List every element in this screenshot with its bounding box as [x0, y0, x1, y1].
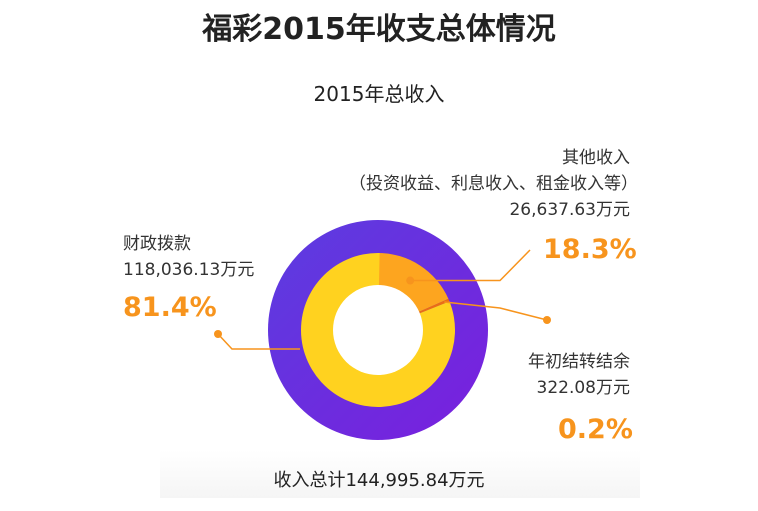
- donut-hole: [333, 285, 423, 375]
- fiscal-allocation-percent: 81.4%: [123, 292, 217, 323]
- leader-dot-carryover: [543, 316, 551, 324]
- other-income-detail: （投资收益、利息收入、租金收入等）: [349, 174, 638, 194]
- page-title: 福彩2015年收支总体情况: [202, 12, 556, 47]
- carryover-value: 322.08万元: [536, 378, 630, 398]
- total-panel: [160, 450, 640, 498]
- other-income-name: 其他收入: [562, 148, 630, 168]
- other-income-value: 26,637.63万元: [509, 200, 630, 220]
- fiscal-allocation-value: 118,036.13万元: [123, 260, 255, 280]
- leader-dot-other-income: [406, 276, 415, 285]
- other-income-percent: 18.3%: [543, 234, 637, 265]
- leader-lines: [214, 249, 551, 350]
- leader-dot-fiscal-allocation: [214, 330, 222, 338]
- leader-carryover: [444, 301, 548, 321]
- leader-other-income: [410, 249, 531, 282]
- leader-fiscal-allocation: [217, 333, 300, 350]
- total-income: 收入总计144,995.84万元: [273, 470, 485, 491]
- carryover-percent: 0.2%: [558, 414, 633, 445]
- fiscal-allocation-name: 财政拨款: [123, 234, 191, 254]
- carryover-name: 年初结转结余: [528, 352, 630, 372]
- chart-subtitle: 2015年总收入: [313, 82, 445, 106]
